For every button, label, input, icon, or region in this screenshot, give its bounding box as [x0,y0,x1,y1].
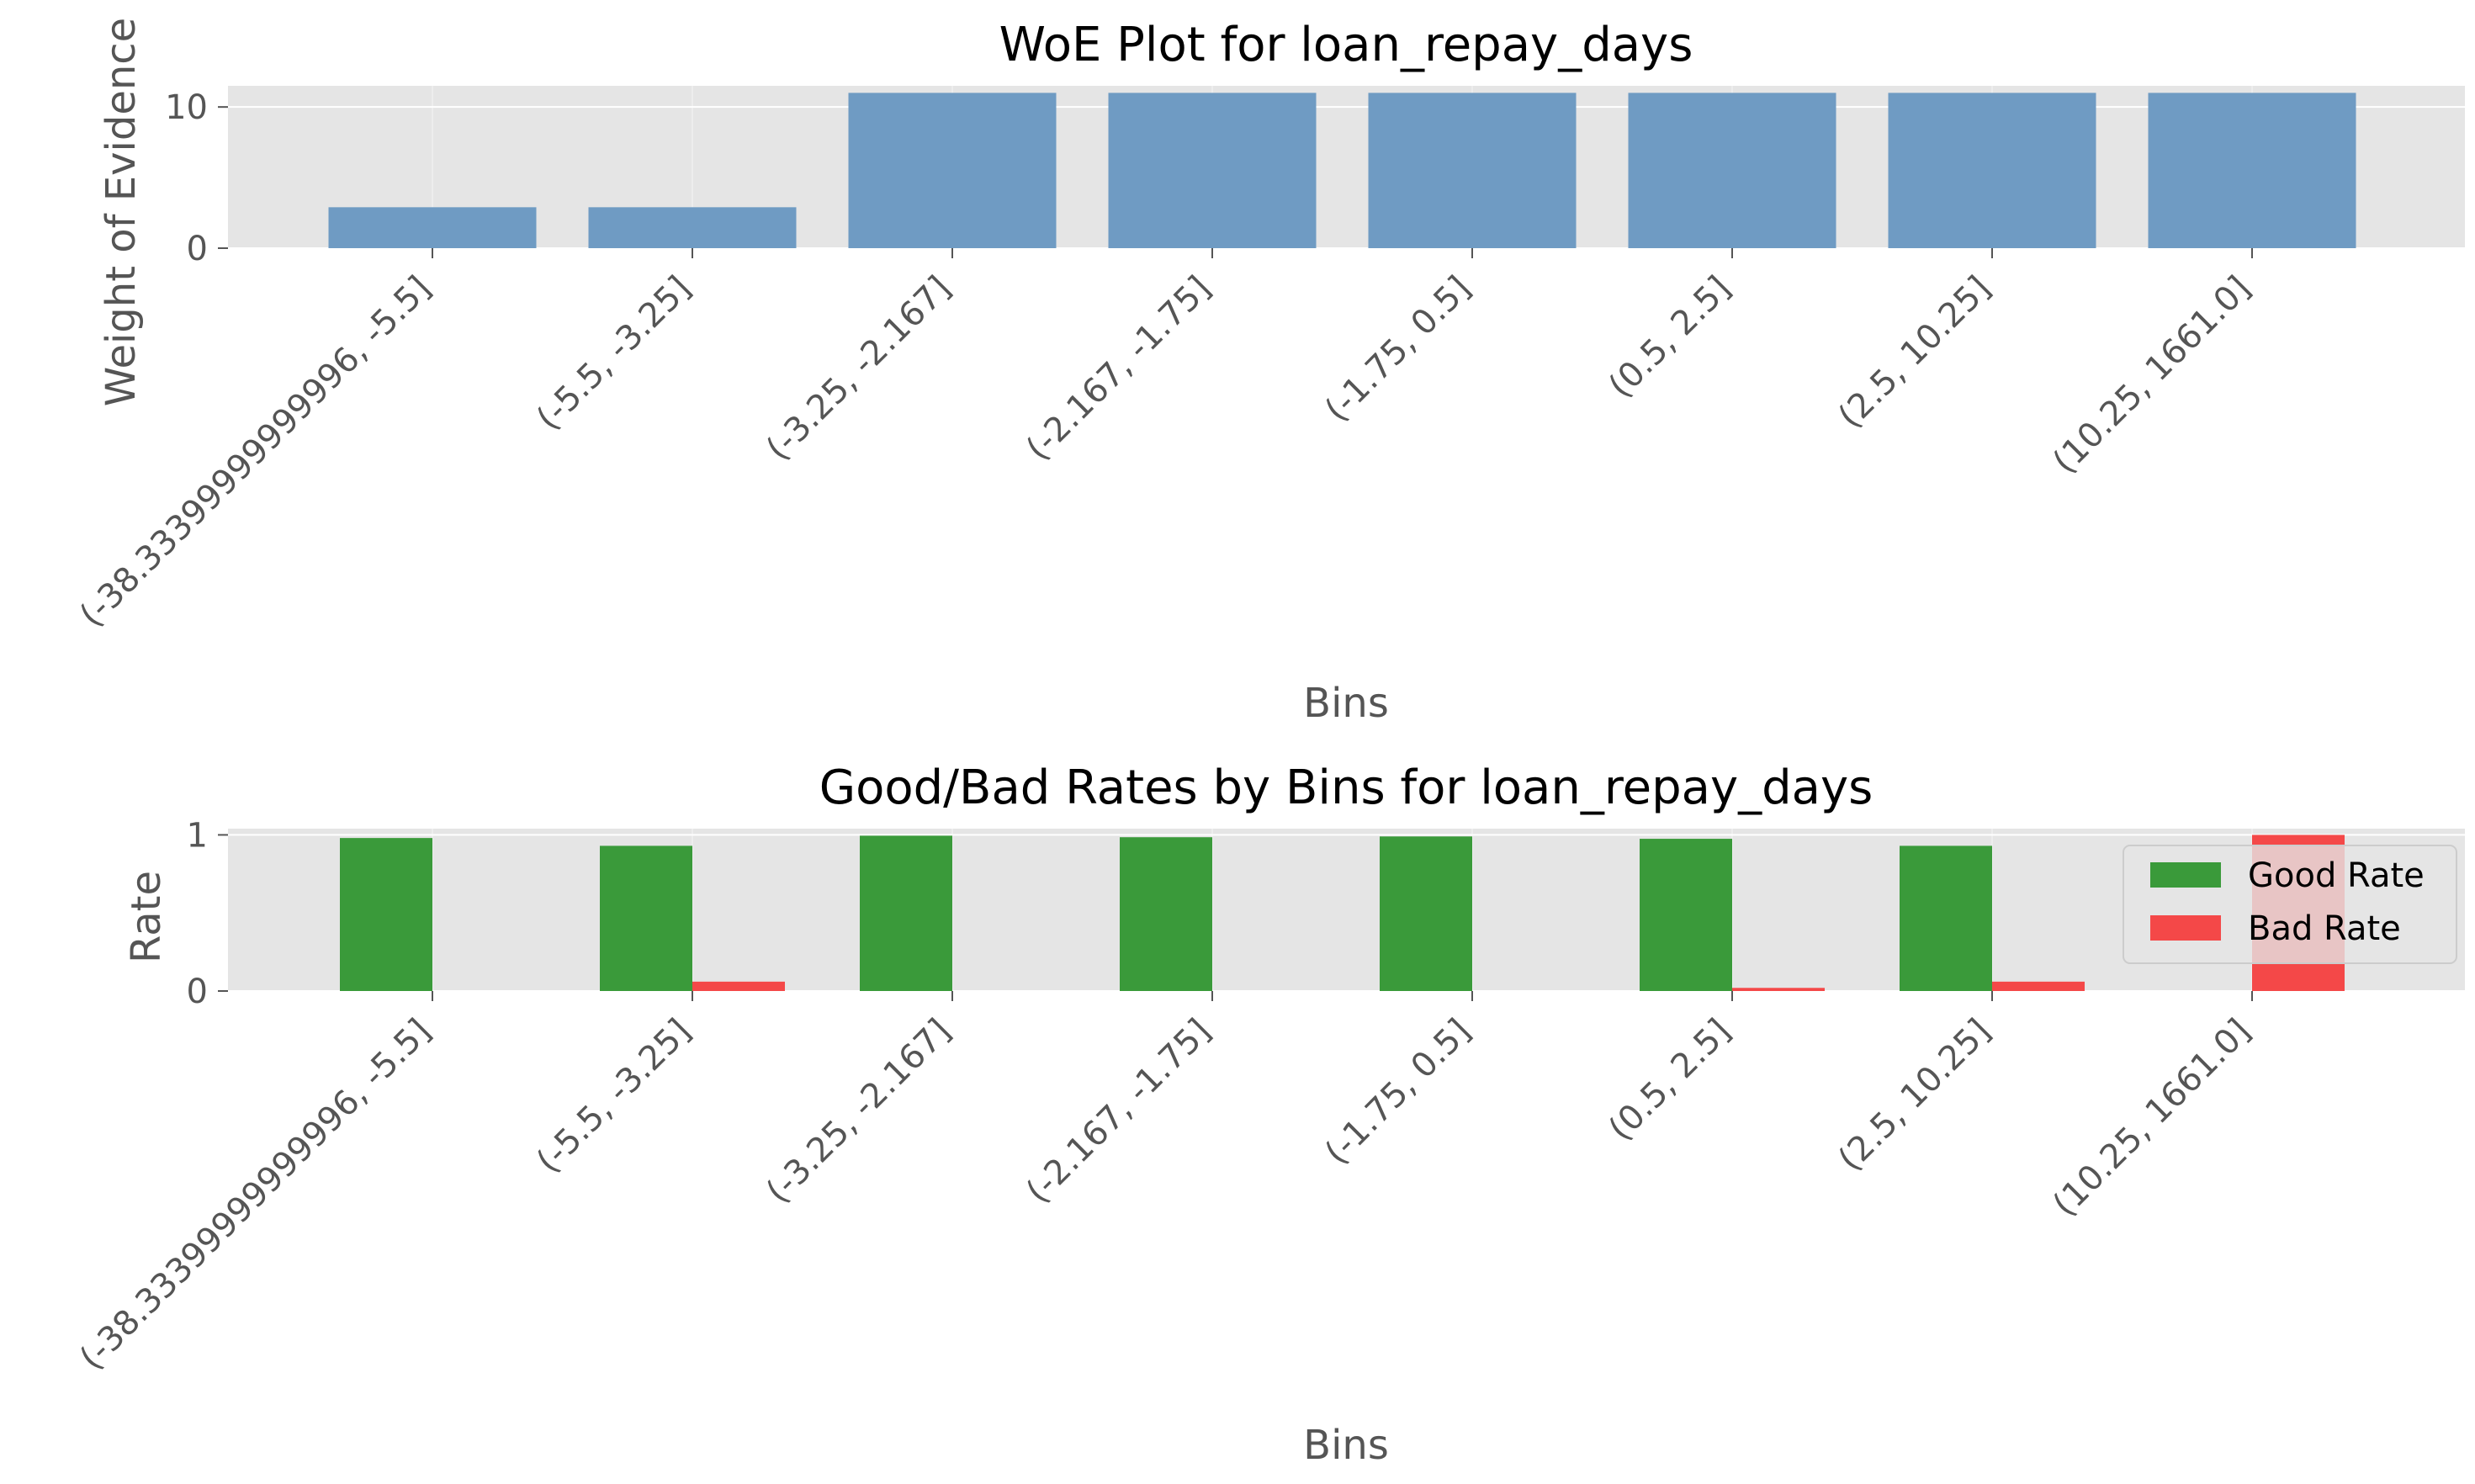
legend-swatch-bad-rate [2150,915,2221,941]
legend-label-bad-rate: Bad Rate [2248,909,2401,948]
woe-y-ticks: 0 10 [165,88,228,268]
rates-x-tick-label: (-5.5, -3.25] [529,1012,698,1181]
woe-bar [848,93,1057,249]
rates-panel: 01 (-38.33399999999996, -5.5] (-5.5, -3.2… [72,761,2465,1469]
woe-bar [1888,93,2096,249]
woe-panel: 0 10 (-38.33399999999996, -5.5] (-5.5, -3.… [72,18,2465,727]
rates-x-tick-label: (-38.33399999999996, -5.5] [72,1012,438,1378]
woe-bar [328,207,537,248]
rates-bar-good [340,838,432,991]
rates-x-ticks: (-38.33399999999996, -5.5] (-5.5, -3.25] (… [72,991,2258,1377]
legend-swatch-good-rate [2150,862,2221,888]
rates-bar-good [1120,837,1212,991]
legend: Good Rate Bad Rate [2123,845,2457,964]
rates-bar-bad [692,981,785,991]
rates-bar-good [1380,836,1472,991]
rates-y-ticks: 01 [187,816,228,1011]
woe-bar [588,207,797,248]
legend-label-good-rate: Good Rate [2248,856,2425,895]
rates-bar-good [600,845,692,991]
woe-bars [328,93,2356,249]
rates-x-tick-label: (2.5, 10.25] [1831,1012,1999,1179]
woe-x-tick-label: (0.5, 2.5] [1602,269,1739,406]
rates-bar-good [1640,839,1732,991]
woe-x-ticks: (-38.33399999999996, -5.5] (-5.5, -3.25](… [72,248,2258,634]
rates-bar-good [1900,845,1992,991]
woe-x-tick-label: (-5.5, -3.25] [529,269,698,438]
rates-x-tick-label: (-3.25, -2.167] [759,1012,958,1211]
woe-x-tick-label: (-3.25, -2.167] [759,269,958,469]
woe-x-tick-label: (-2.167, -1.75] [1019,269,1218,469]
rates-x-tick-label: (10.25, 1661.0] [2046,1012,2259,1225]
woe-y-tick-label: 0 [187,230,208,268]
rates-y-tick-label: 1 [187,816,208,855]
rates-y-tick-label: 0 [187,973,208,1011]
woe-x-tick-label: (2.5, 10.25] [1831,269,1999,437]
woe-bar [1368,93,1577,249]
rates-title: Good/Bad Rates by Bins for loan_repay_da… [819,761,1873,815]
woe-bar [2148,93,2356,249]
woe-x-tick-label: (-1.75, 0.5] [1317,269,1478,430]
rates-x-tick-label: (-1.75, 0.5] [1317,1012,1478,1173]
woe-y-tick-label: 10 [165,88,208,127]
woe-y-axis-label: Weight of Evidence [98,18,145,406]
rates-bar-good [860,835,952,991]
woe-bar [1628,93,1836,249]
rates-bar-bad [1732,988,1825,991]
woe-x-axis-label: Bins [1303,680,1389,727]
woe-plot-area [228,86,2465,248]
woe-title: WoE Plot for loan_repay_days [999,18,1693,72]
woe-x-tick-label: (10.25, 1661.0] [2046,269,2259,482]
rates-bar-bad [1992,981,2085,991]
rates-y-axis-label: Rate [123,871,170,963]
rates-x-tick-label: (0.5, 2.5] [1602,1012,1739,1149]
rates-x-axis-label: Bins [1303,1422,1389,1469]
rates-x-tick-label: (-2.167, -1.75] [1019,1012,1218,1211]
woe-bar [1108,93,1317,249]
